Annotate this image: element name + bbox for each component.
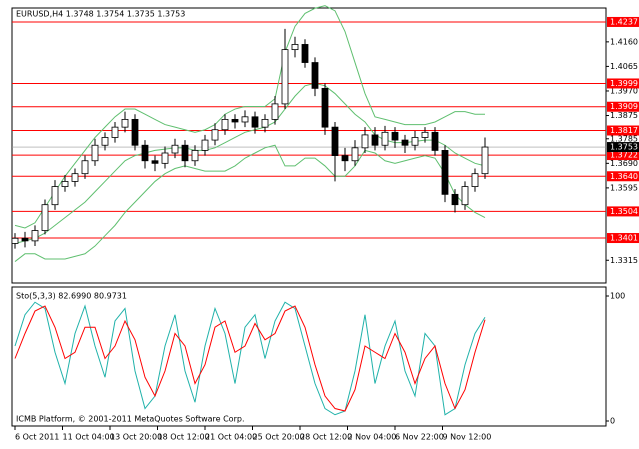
candle-body [61, 181, 69, 187]
candle-body [211, 129, 219, 141]
y-tick-label: 1.3970 [610, 86, 638, 95]
candle-body [51, 186, 59, 206]
candle-body [461, 186, 469, 206]
candle-body [181, 144, 189, 162]
level-label: 1.3909 [610, 102, 638, 111]
level-label: 1.3722 [610, 151, 638, 160]
level-label-box [607, 101, 639, 112]
x-tick-label: 9 Nov 12:00 [443, 433, 492, 442]
candle-body [81, 160, 89, 175]
candle-body [111, 126, 119, 138]
candle-body [271, 103, 279, 120]
indicator-title: Sto(5,3,3) 82.6990 80.9731 [16, 292, 127, 301]
candle-body [411, 137, 419, 146]
candle-body [311, 62, 319, 89]
y-tick-label: 1.4065 [610, 62, 638, 71]
candle-body [301, 44, 309, 63]
bollinger-band [14, 5, 485, 229]
x-tick-label: 18 Oct 12:00 [158, 433, 210, 442]
candle-body [221, 118, 229, 131]
y-tick-label: 1.3690 [610, 159, 638, 168]
stochastic-panel [11, 286, 607, 427]
candle-body [231, 118, 239, 123]
x-tick-label: 6 Oct 2011 [15, 433, 59, 442]
candle-body [151, 160, 159, 164]
candle-body [71, 173, 79, 182]
candle-body [91, 144, 99, 162]
x-tick-label: 28 Oct 12:00 [300, 433, 352, 442]
level-label-box [607, 206, 639, 217]
y-tick-label: 1.4160 [610, 37, 638, 46]
candle-body [241, 116, 249, 123]
candle-body [431, 131, 439, 151]
level-label: 1.3504 [610, 207, 638, 216]
candle-body [371, 134, 379, 146]
level-label: 1.3640 [610, 172, 638, 181]
candle-body [191, 150, 199, 162]
candle-body [121, 118, 129, 128]
last-price-box [607, 142, 639, 153]
candle-body [41, 204, 49, 231]
x-tick-label: 13 Oct 20:00 [110, 433, 162, 442]
chart-title: EURUSD,H4 1.3748 1.3754 1.3735 1.3753 [16, 10, 185, 19]
x-tick-label: 11 Oct 04:00 [63, 433, 115, 442]
x-tick-label: 2 Nov 04:00 [348, 433, 397, 442]
stochastic-line [14, 301, 486, 416]
x-tick-label: 21 Oct 04:00 [205, 433, 257, 442]
level-label-box [607, 16, 639, 27]
candle-body [341, 155, 349, 162]
candle-body [11, 237, 19, 244]
candle-body [201, 139, 209, 151]
candle-body [381, 131, 389, 146]
y-tick-label: 0 [610, 417, 615, 426]
candle-body [331, 126, 339, 156]
bollinger-band [14, 144, 486, 262]
y-tick-label: 1.3875 [610, 111, 638, 120]
candle-body [421, 131, 429, 138]
y-tick-label: 100 [610, 292, 625, 301]
level-label: 1.3401 [610, 234, 638, 243]
candle-body [451, 193, 459, 206]
candle-body [31, 230, 39, 242]
candle-body [251, 116, 259, 128]
candle-body [21, 237, 29, 242]
level-label-box [607, 78, 639, 89]
level-label-box [607, 171, 639, 182]
candle-body [471, 173, 479, 187]
candle-body [391, 131, 399, 141]
y-tick-label: 1.3785 [610, 134, 638, 143]
candle-body [351, 147, 359, 162]
candle-body [261, 118, 269, 128]
candle-body [481, 146, 489, 175]
level-label: 1.4237 [610, 17, 638, 26]
last-price-label: 1.3753 [610, 143, 638, 152]
y-tick-label: 1.3315 [610, 256, 638, 265]
candle-body [321, 87, 329, 128]
level-label-box [607, 150, 639, 161]
stochastic-line [14, 305, 486, 412]
candle-body [401, 139, 409, 146]
level-label: 1.3999 [610, 79, 638, 88]
y-tick-label: 1.3595 [610, 183, 638, 192]
candle-body [281, 49, 289, 105]
footer: ICMB Platform, © 2001-2011 MetaQuotes So… [16, 415, 245, 424]
x-tick-label: 6 Nov 22:00 [395, 433, 444, 442]
candle-body [171, 144, 179, 154]
candle-body [161, 152, 169, 164]
level-label-box [607, 233, 639, 244]
x-tick-label: 25 Oct 20:00 [253, 433, 305, 442]
candle-body [361, 134, 369, 149]
candle-body [101, 137, 109, 146]
candle-body [131, 118, 139, 146]
candle-body [141, 144, 149, 162]
candle-body [291, 44, 299, 51]
level-label-box [607, 125, 639, 136]
price-panel [11, 7, 607, 284]
level-label: 1.3817 [610, 126, 638, 135]
candle-body [441, 150, 449, 195]
